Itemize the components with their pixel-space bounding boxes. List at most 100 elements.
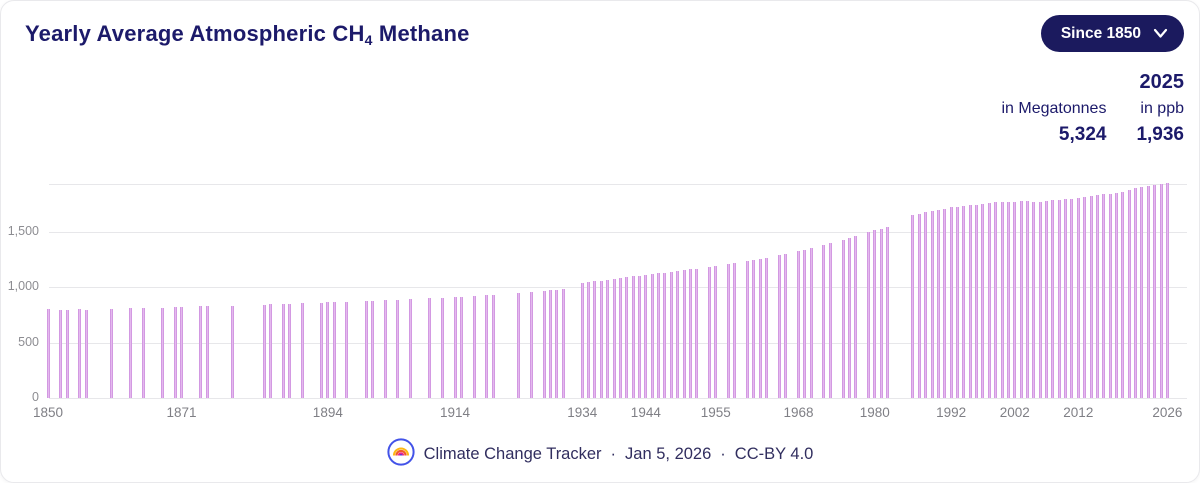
bar-year-2014[interactable] <box>1089 196 1093 398</box>
bar-year-2004[interactable] <box>1025 201 1029 398</box>
bar-year-1955[interactable] <box>714 266 718 398</box>
bar-year-1931[interactable] <box>561 289 565 398</box>
bar-year-1999[interactable] <box>994 202 998 398</box>
bar-year-2018[interactable] <box>1114 192 1118 398</box>
bar-year-1897[interactable] <box>345 301 349 398</box>
bar-year-2008[interactable] <box>1051 200 1055 398</box>
bar-year-1957[interactable] <box>727 264 731 398</box>
bar-year-1998[interactable] <box>987 203 991 398</box>
bar-year-2001[interactable] <box>1006 202 1010 398</box>
bar-year-1968[interactable] <box>796 251 800 398</box>
bar-year-1966[interactable] <box>784 254 788 398</box>
bar-year-1943[interactable] <box>637 275 641 398</box>
bar-year-1853[interactable] <box>65 309 69 398</box>
bar-year-1910[interactable] <box>428 298 432 398</box>
bar-year-2023[interactable] <box>1146 185 1150 398</box>
bar-year-1924[interactable] <box>517 292 521 398</box>
bar-year-2003[interactable] <box>1019 201 1023 398</box>
bar-year-1895[interactable] <box>332 302 336 398</box>
bar-year-1977[interactable] <box>854 236 858 398</box>
bar-year-1980[interactable] <box>873 230 877 398</box>
bar-year-1951[interactable] <box>688 269 692 398</box>
bar-year-1860[interactable] <box>110 309 114 398</box>
bar-year-2016[interactable] <box>1102 194 1106 398</box>
bar-year-1963[interactable] <box>765 257 769 398</box>
bar-year-1949[interactable] <box>676 270 680 398</box>
bar-year-1917[interactable] <box>472 295 476 398</box>
bar-year-1962[interactable] <box>758 258 762 398</box>
bar-year-2026[interactable] <box>1165 183 1169 398</box>
bar-year-2024[interactable] <box>1153 184 1157 398</box>
bar-year-1997[interactable] <box>981 204 985 398</box>
bar-year-1865[interactable] <box>141 308 145 398</box>
bar-year-2013[interactable] <box>1083 197 1087 398</box>
bar-year-1952[interactable] <box>695 268 699 398</box>
bar-year-1972[interactable] <box>822 244 826 398</box>
bar-year-1940[interactable] <box>618 277 622 398</box>
bar-year-1887[interactable] <box>281 303 285 398</box>
bar-year-1994[interactable] <box>962 205 966 398</box>
bar-year-1936[interactable] <box>593 281 597 398</box>
bar-year-1981[interactable] <box>879 228 883 398</box>
bar-year-1852[interactable] <box>59 309 63 398</box>
bar-year-1950[interactable] <box>682 270 686 398</box>
bar-year-1874[interactable] <box>199 306 203 398</box>
bar-year-1907[interactable] <box>409 299 413 398</box>
bar-year-1982[interactable] <box>886 226 890 398</box>
bar-year-1870[interactable] <box>173 307 177 398</box>
bar-year-2015[interactable] <box>1095 195 1099 398</box>
bar-year-1958[interactable] <box>733 263 737 398</box>
bar-year-2007[interactable] <box>1045 201 1049 398</box>
bar-year-2000[interactable] <box>1000 201 1004 398</box>
bar-year-1920[interactable] <box>491 294 495 398</box>
bar-year-1905[interactable] <box>396 299 400 398</box>
range-dropdown-button[interactable]: Since 1850 <box>1040 15 1184 52</box>
bar-year-2012[interactable] <box>1076 198 1080 398</box>
bar-year-1945[interactable] <box>650 274 654 398</box>
bar-year-1996[interactable] <box>975 204 979 398</box>
bar-year-1929[interactable] <box>548 290 552 398</box>
bar-year-1903[interactable] <box>383 300 387 398</box>
bar-year-1991[interactable] <box>943 208 947 398</box>
bar-year-1863[interactable] <box>129 308 133 398</box>
bar-year-1961[interactable] <box>752 260 756 398</box>
bar-year-1970[interactable] <box>809 248 813 398</box>
bar-year-1888[interactable] <box>288 303 292 398</box>
bar-year-1934[interactable] <box>580 283 584 398</box>
bar-year-1893[interactable] <box>319 302 323 398</box>
bar-year-1989[interactable] <box>930 210 934 398</box>
bar-year-1919[interactable] <box>485 294 489 398</box>
bar-year-1954[interactable] <box>707 267 711 398</box>
bar-year-1948[interactable] <box>669 271 673 398</box>
bar-year-2006[interactable] <box>1038 201 1042 398</box>
bar-year-1884[interactable] <box>262 304 266 398</box>
bar-year-2010[interactable] <box>1064 199 1068 398</box>
bar-year-1928[interactable] <box>542 290 546 398</box>
bar-year-1912[interactable] <box>440 297 444 398</box>
bar-year-2021[interactable] <box>1134 188 1138 398</box>
bar-year-1885[interactable] <box>269 304 273 398</box>
bar-year-1926[interactable] <box>529 291 533 398</box>
bar-year-1990[interactable] <box>936 209 940 398</box>
bar-year-1947[interactable] <box>663 272 667 398</box>
bar-year-1937[interactable] <box>599 280 603 398</box>
bar-year-1987[interactable] <box>917 213 921 398</box>
bar-year-2005[interactable] <box>1032 201 1036 398</box>
bar-year-1871[interactable] <box>180 306 184 398</box>
bar-year-1986[interactable] <box>911 215 915 398</box>
source-link[interactable]: Climate Change Tracker <box>387 438 602 471</box>
bar-year-1901[interactable] <box>370 300 374 398</box>
bar-year-2025[interactable] <box>1159 184 1163 398</box>
bar-year-1960[interactable] <box>746 261 750 398</box>
bar-year-1850[interactable] <box>46 308 50 398</box>
bar-year-2017[interactable] <box>1108 193 1112 398</box>
bar-year-1944[interactable] <box>644 274 648 398</box>
bar-year-1965[interactable] <box>777 255 781 398</box>
bar-year-1942[interactable] <box>631 276 635 398</box>
bar-year-2009[interactable] <box>1057 199 1061 398</box>
bar-year-1915[interactable] <box>459 296 463 398</box>
bar-year-1868[interactable] <box>160 307 164 398</box>
bar-year-1939[interactable] <box>612 278 616 398</box>
bar-year-1941[interactable] <box>625 277 629 398</box>
bar-year-1993[interactable] <box>955 206 959 398</box>
